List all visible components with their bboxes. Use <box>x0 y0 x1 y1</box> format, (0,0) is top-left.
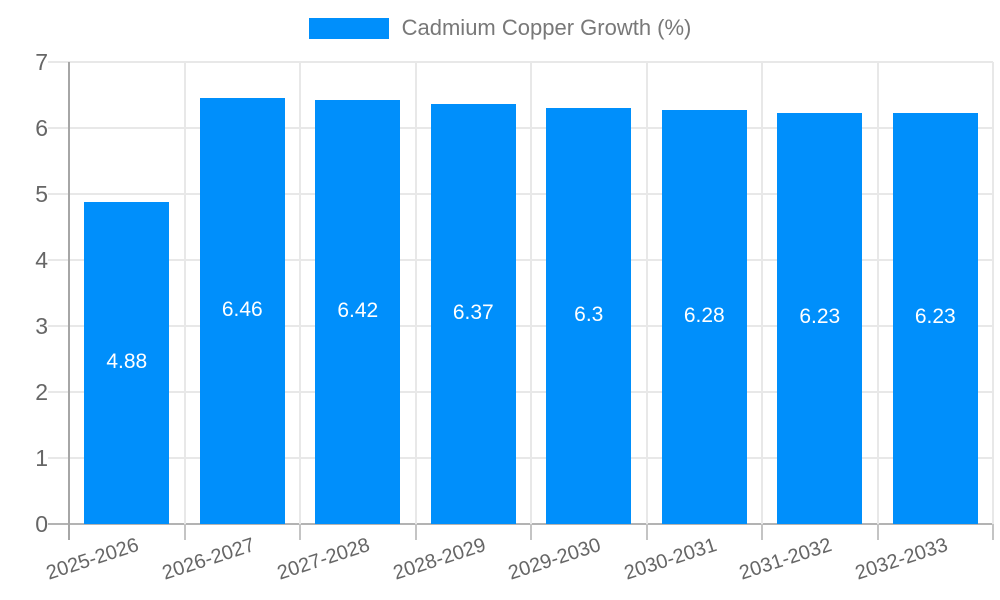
bar-2026-2027[interactable]: 6.46 <box>199 97 285 524</box>
legend: Cadmium Copper Growth (%) <box>0 14 1000 42</box>
x-gridline <box>761 62 763 524</box>
y-gridline <box>48 193 993 195</box>
y-gridline <box>48 457 993 459</box>
x-axis-category-label: 2029-2030 <box>505 534 604 585</box>
plot-area: 0 1 2 3 4 5 6 7 4.88 6.46 6.42 6.37 6.3 6.28 6.23 6.23 2… <box>35 49 994 584</box>
x-axis-category-label: 2028-2029 <box>390 534 489 585</box>
x-axis-tick <box>414 524 417 540</box>
bar-2029-2030[interactable]: 6.3 <box>546 108 632 524</box>
y-gridline <box>48 61 993 63</box>
y-axis-line <box>68 62 70 540</box>
bar-value-label: 6.37 <box>452 300 494 324</box>
x-axis-category-label: 2027-2028 <box>274 534 373 585</box>
x-axis-tick <box>761 524 763 540</box>
y-gridline <box>48 259 993 261</box>
y-gridline <box>48 127 993 129</box>
bar-value-label: 4.88 <box>106 349 148 373</box>
x-axis-tick <box>299 524 301 540</box>
x-gridline <box>876 62 879 524</box>
bar-value-label: 6.3 <box>574 303 604 327</box>
bar-value-label: 6.28 <box>683 303 725 327</box>
y-axis-tick-label: 6 <box>35 115 48 141</box>
x-axis-tick <box>183 524 186 540</box>
bar-value-label: 6.23 <box>799 305 841 329</box>
bar-2032-2033[interactable]: 6.23 <box>892 112 978 524</box>
y-axis-tick-label: 4 <box>35 247 48 273</box>
y-axis-tick-label: 7 <box>35 49 48 75</box>
x-axis-tick <box>992 524 994 540</box>
y-gridline <box>48 325 993 327</box>
y-gridline <box>48 391 993 393</box>
x-gridline <box>414 62 417 524</box>
bar-2027-2028[interactable]: 6.42 <box>315 100 401 524</box>
bar-2025-2026[interactable]: 4.88 <box>84 201 170 524</box>
y-axis-tick-label: 0 <box>35 511 48 537</box>
x-gridline <box>992 62 994 524</box>
bar-value-label: 6.46 <box>221 297 263 321</box>
x-axis-tick <box>530 524 532 540</box>
x-axis-tick <box>876 524 879 540</box>
bar-2031-2032[interactable]: 6.23 <box>777 112 863 524</box>
legend-item[interactable]: Cadmium Copper Growth (%) <box>308 14 692 42</box>
y-axis-tick-label: 3 <box>35 313 48 339</box>
x-axis-tick <box>645 524 648 540</box>
x-axis-category-label: 2030-2031 <box>621 534 720 585</box>
y-gridline <box>48 523 993 525</box>
bar-2030-2031[interactable]: 6.28 <box>661 109 747 524</box>
x-gridline <box>530 62 532 524</box>
y-axis-tick-label: 5 <box>35 181 48 207</box>
legend-label: Cadmium Copper Growth (%) <box>401 15 692 40</box>
y-axis-tick-label: 1 <box>35 445 48 471</box>
y-axis-tick-label: 2 <box>35 379 48 405</box>
bar-2028-2029[interactable]: 6.37 <box>430 103 516 524</box>
x-axis-category-label: 2031-2032 <box>736 534 835 585</box>
bar-value-label: 6.23 <box>914 305 956 329</box>
x-gridline <box>645 62 648 524</box>
x-axis-category-label: 2032-2033 <box>852 534 951 585</box>
x-gridline <box>183 62 186 524</box>
legend-marker-swatch <box>308 17 389 39</box>
x-axis-category-label: 2025-2026 <box>43 534 142 585</box>
x-axis-category-label: 2026-2027 <box>159 534 258 585</box>
bar-value-label: 6.42 <box>337 299 379 323</box>
x-gridline <box>299 62 301 524</box>
